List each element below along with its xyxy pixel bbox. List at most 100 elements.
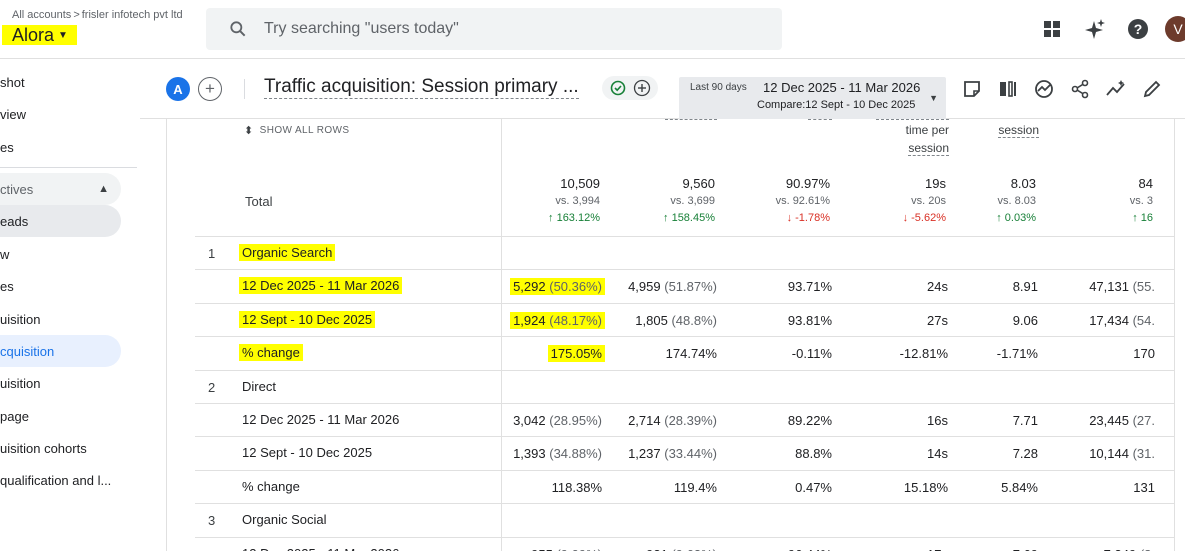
report-toolbar: [960, 77, 1176, 101]
breadcrumb-account[interactable]: frisler infotech pvt ltd: [81, 9, 183, 21]
total-compare-value: vs. 3,699: [670, 195, 715, 207]
sidebar-item-es-2[interactable]: es: [0, 278, 14, 294]
cell-percent: (9.63%): [671, 547, 717, 551]
insights-icon[interactable]: [1032, 77, 1056, 101]
sidebar-divider: [0, 167, 137, 168]
cell-number: -12.81%: [899, 346, 948, 361]
row-index: 3: [208, 513, 216, 528]
dimension-label: % change: [239, 344, 303, 361]
cell-number: 5,292: [513, 279, 546, 294]
comparison-badge[interactable]: A: [166, 77, 190, 101]
sidebar-item-w[interactable]: w: [0, 246, 10, 262]
sidebar-section-objectives[interactable]: ctives ▲: [0, 173, 121, 205]
cell-percent: (33.44%): [664, 446, 717, 461]
compare-columns-icon[interactable]: [996, 77, 1020, 101]
table-cell: 9.06: [1013, 313, 1038, 328]
table-group-row[interactable]: 1 Organic Search: [195, 236, 1174, 270]
table-cell: 1,237 (33.44%): [628, 446, 717, 461]
total-cell: 10,509 vs. 3,994 ↑ 163.12%: [548, 175, 600, 227]
table-cell: 47,131 (55.: [1089, 279, 1155, 294]
cell-number: 23,445: [1089, 413, 1129, 428]
table-cell: 8.91: [1013, 279, 1038, 294]
search-bar[interactable]: [206, 8, 782, 50]
sidebar-item-qualification[interactable]: qualification and l...: [0, 472, 112, 488]
cell-percent: (27.: [1132, 413, 1155, 428]
column-header-events-per-session[interactable]: session: [998, 123, 1039, 138]
sidebar-item-traffic-acquisition[interactable]: cquisition: [0, 335, 121, 367]
table-row[interactable]: 12 Dec 2025 - 11 Mar 2026 5,292 (50.36%) 4…: [195, 269, 1174, 303]
column-header-avg-time[interactable]: time per session: [905, 123, 949, 156]
apps-grid-icon[interactable]: [1037, 14, 1067, 44]
table-row[interactable]: % change 118.38% 119.4% 0.47% 15.18% 5.84% 131: [195, 470, 1174, 504]
total-cell: 19s vs. 20s ↓ -5.62%: [903, 175, 946, 227]
trend-sparkle-icon[interactable]: [1104, 77, 1128, 101]
sidebar-item-landing-page[interactable]: page: [0, 408, 29, 424]
row-dimension: % change: [242, 479, 300, 494]
row-dimension: 12 Dec 2025 - 11 Mar 2026: [242, 412, 399, 427]
table-cell: 93.71%: [788, 279, 832, 294]
cell-number: 17s: [927, 547, 948, 551]
table-row[interactable]: 12 Sept - 10 Dec 2025 1,393 (34.88%) 1,237…: [195, 436, 1174, 470]
cell-value: 174.74%: [666, 346, 717, 361]
help-icon[interactable]: ?: [1123, 14, 1153, 44]
sidebar-item-acquisition[interactable]: uisition: [0, 311, 41, 327]
total-change: ↓ -1.78%: [786, 212, 830, 224]
total-change: ↑ 163.12%: [548, 212, 600, 224]
row-dimension: 12 Dec 2025 - 11 Mar 2026: [239, 277, 403, 294]
table-cell: 7.71: [1013, 413, 1038, 428]
cell-value: 9.06: [1013, 313, 1038, 328]
cell-number: 89.22%: [787, 413, 832, 428]
cell-value: -12.81%: [900, 346, 948, 361]
sidebar-item-acquisition-cohorts[interactable]: uisition cohorts: [0, 440, 87, 456]
table-row[interactable]: % change 175.05% 174.74% -0.11% -12.81% -1.71…: [195, 336, 1174, 370]
search-input[interactable]: [264, 20, 744, 38]
sidebar-item-leads[interactable]: eads: [0, 205, 121, 237]
cell-value: 955 (9.09%): [531, 547, 602, 551]
cell-number: 96.44%: [788, 547, 832, 551]
header-underline: [665, 119, 717, 120]
table-row[interactable]: 12 Dec 2025 - 11 Mar 2026 3,042 (28.95%) 2…: [195, 403, 1174, 437]
cell-value: 7.71: [1013, 413, 1038, 428]
add-comparison-button[interactable]: +: [198, 77, 222, 101]
total-change: ↑ 0.03%: [996, 212, 1036, 224]
cell-value: 921 (9.63%): [646, 547, 717, 551]
cell-number: 27s: [927, 313, 948, 328]
table-row[interactable]: 12 Dec 2025 - 11 Mar 2026 955 (9.09%) 921 …: [195, 537, 1174, 551]
breadcrumb[interactable]: All accounts > frisler infotech pvt ltd: [12, 9, 183, 21]
cell-number: 0.47%: [795, 480, 832, 495]
total-value: 9,560: [682, 176, 715, 191]
avatar[interactable]: V: [1165, 16, 1185, 42]
date-range-picker[interactable]: Last 90 days 12 Dec 2025 - 11 Mar 2026 C…: [679, 77, 946, 119]
property-name: Alora: [12, 24, 55, 45]
cell-percent: (31.: [1132, 446, 1155, 461]
row-dimension: Organic Social: [242, 512, 327, 527]
cell-value: 17s: [927, 547, 948, 551]
add-circle-icon[interactable]: [633, 79, 651, 97]
sidebar-item-user-acquisition[interactable]: uisition: [0, 375, 41, 391]
title-actions: [602, 76, 658, 100]
sidebar-item-snapshot[interactable]: shot: [0, 74, 25, 90]
sidebar-item-es[interactable]: es: [0, 139, 14, 155]
show-all-rows-button[interactable]: ⬍ SHOW ALL ROWS: [244, 125, 350, 137]
table-group-row[interactable]: 3 Organic Social: [195, 503, 1174, 537]
property-selector[interactable]: Alora ▼: [2, 25, 77, 45]
table-cell: 14s: [927, 446, 948, 461]
total-cell: 8.03 vs. 8.03 ↑ 0.03%: [996, 175, 1036, 227]
table-row[interactable]: 12 Sept - 10 Dec 2025 1,924 (48.17%) 1,805…: [195, 303, 1174, 337]
check-circle-icon[interactable]: [610, 80, 626, 96]
sidebar-item-overview[interactable]: view: [0, 106, 27, 122]
edit-pencil-icon[interactable]: [1140, 77, 1164, 101]
table-group-row[interactable]: 2 Direct: [195, 370, 1174, 404]
cell-number: 7.71: [1012, 413, 1038, 428]
cell-value: 17,434 (54.: [1089, 313, 1155, 328]
breadcrumb-root[interactable]: All accounts: [12, 9, 72, 21]
total-value: 84: [1138, 176, 1153, 191]
sparkle-insights-icon[interactable]: [1080, 14, 1110, 44]
cell-number: 4,959: [628, 279, 661, 294]
table-cell: -0.11%: [792, 346, 832, 361]
top-bar: All accounts > frisler infotech pvt ltd Al…: [0, 0, 1185, 59]
cell-number: -0.11%: [791, 346, 832, 361]
note-icon[interactable]: [960, 77, 984, 101]
share-icon[interactable]: [1068, 77, 1092, 101]
page-title[interactable]: Traffic acquisition: Session primary ...: [264, 76, 579, 99]
